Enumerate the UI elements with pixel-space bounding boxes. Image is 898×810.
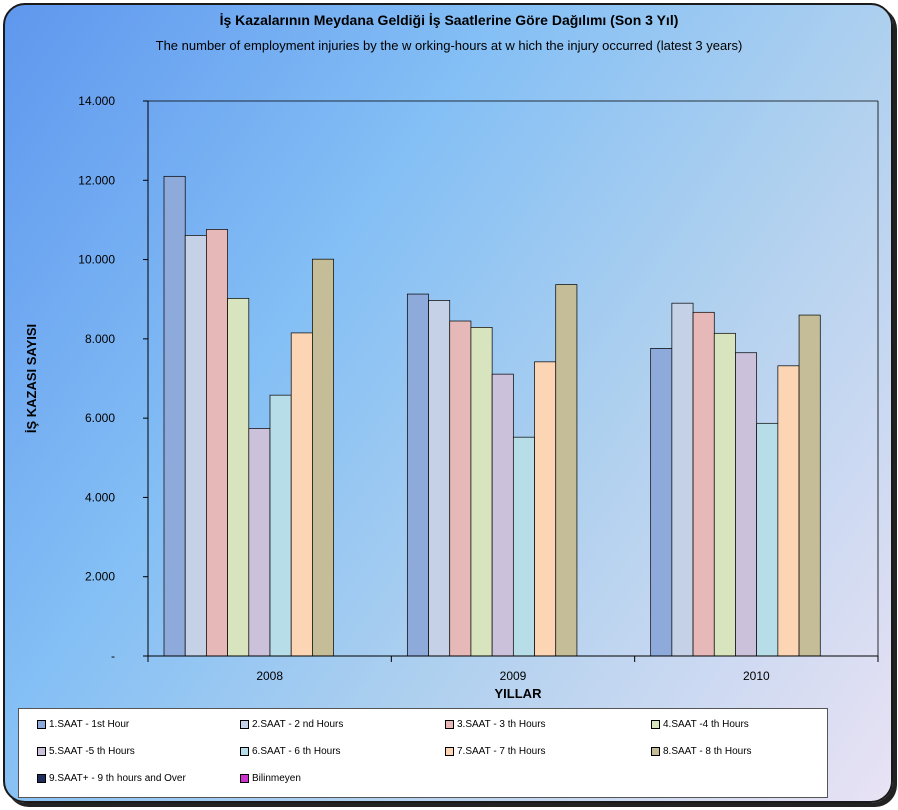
bar	[406, 293, 429, 657]
legend-swatch	[240, 746, 249, 756]
legend: 1.SAAT - 1st Hour 2.SAAT - 2 nd Hours 3.SA…	[18, 708, 828, 798]
legend-item: 9.SAAT+ - 9 th hours and Over	[37, 773, 186, 784]
y-tick-label: 6.000	[85, 411, 115, 425]
legend-item: 1.SAAT - 1st Hour	[37, 719, 129, 730]
y-axis-label: İŞ KAZASI SAYISI	[24, 324, 39, 433]
y-tick-labels: - 2.000 4.000 6.000 8.000 10.000 12.000 14.000	[78, 94, 115, 663]
legend-item: 4.SAAT -4 th Hours	[651, 719, 749, 730]
legend-label: 7.SAAT - 7 th Hours	[457, 746, 546, 757]
y-tick-label: 2.000	[85, 570, 115, 584]
bar	[756, 422, 779, 657]
bar-group	[163, 175, 821, 657]
bar	[650, 348, 673, 657]
chart-title: İş Kazalarının Meydana Geldiği İş Saatle…	[219, 12, 679, 28]
legend-label: Bilinmeyen	[252, 773, 301, 784]
bar	[671, 302, 694, 657]
y-tick-label: 8.000	[85, 332, 115, 346]
bar	[534, 361, 557, 657]
legend-swatch	[445, 746, 454, 756]
bar	[777, 365, 800, 657]
legend-label: 3.SAAT - 3 th Hours	[457, 719, 546, 730]
legend-item: 5.SAAT -5 th Hours	[37, 746, 135, 757]
bar	[248, 428, 271, 657]
bar	[269, 394, 292, 657]
legend-item: 8.SAAT - 8 th Hours	[651, 746, 752, 757]
legend-swatch	[37, 746, 46, 756]
legend-swatch	[240, 773, 249, 783]
legend-label: 8.SAAT - 8 th Hours	[663, 746, 752, 757]
legend-swatch	[651, 746, 660, 756]
bar	[798, 314, 821, 657]
legend-item: 6.SAAT - 6 th Hours	[240, 746, 341, 757]
bar	[512, 436, 535, 657]
legend-swatch	[651, 719, 660, 729]
legend-swatch	[37, 719, 46, 729]
x-axis-label: YILLAR	[495, 686, 543, 701]
legend-item: 3.SAAT - 3 th Hours	[445, 719, 546, 730]
legend-label: 2.SAAT - 2 nd Hours	[252, 719, 344, 730]
bar	[735, 352, 758, 657]
bar	[470, 327, 493, 657]
y-tick-label: -	[111, 649, 115, 663]
y-tick-label: 12.000	[78, 173, 115, 187]
bar	[227, 298, 250, 657]
bar	[428, 300, 451, 657]
legend-swatch	[240, 719, 249, 729]
bar	[449, 320, 472, 657]
legend-item: 7.SAAT - 7 th Hours	[445, 746, 546, 757]
y-tick-label: 14.000	[78, 94, 115, 108]
x-tick-label: 2009	[500, 669, 527, 683]
x-tick-label: 2008	[256, 669, 283, 683]
legend-label: 6.SAAT - 6 th Hours	[252, 746, 341, 757]
bar	[312, 258, 334, 657]
bar	[713, 332, 736, 657]
legend-item: Bilinmeyen	[240, 773, 301, 784]
bar	[206, 229, 228, 657]
bar	[555, 284, 578, 657]
axes	[143, 100, 879, 662]
bar	[491, 373, 514, 657]
legend-swatch	[445, 719, 454, 729]
x-tick-labels: 2008 2009 2010	[256, 669, 770, 683]
chart-subtitle: The number of employment injuries by the…	[155, 38, 743, 53]
y-tick-label: 10.000	[78, 253, 115, 267]
bar	[692, 311, 715, 657]
legend-label: 9.SAAT+ - 9 th hours and Over	[49, 773, 186, 784]
legend-label: 1.SAAT - 1st Hour	[49, 719, 130, 730]
x-tick-label: 2010	[743, 669, 770, 683]
bar	[290, 332, 313, 657]
legend-swatch	[37, 773, 46, 783]
y-tick-label: 4.000	[85, 490, 115, 504]
legend-label: 4.SAAT -4 th Hours	[663, 719, 749, 730]
bar	[163, 175, 186, 657]
bar	[184, 235, 207, 657]
legend-item: 2.SAAT - 2 nd Hours	[240, 719, 343, 730]
legend-label: 5.SAAT -5 th Hours	[49, 746, 135, 757]
